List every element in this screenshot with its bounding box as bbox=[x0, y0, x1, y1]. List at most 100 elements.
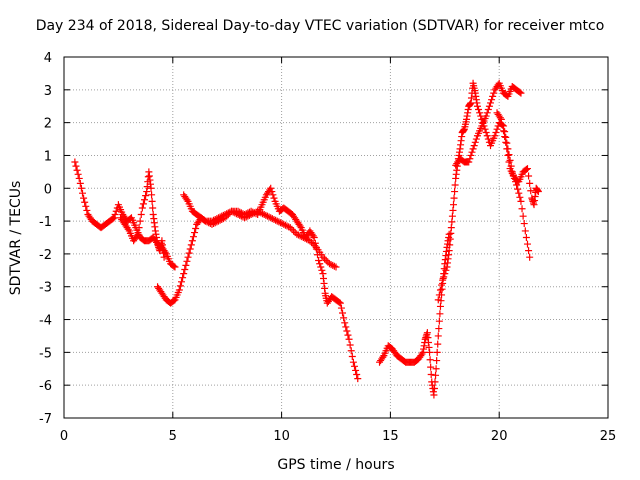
data-point bbox=[339, 309, 347, 317]
data-point bbox=[183, 257, 191, 265]
data-point bbox=[226, 208, 234, 216]
data-point bbox=[431, 378, 439, 386]
data-point bbox=[244, 209, 252, 217]
data-point bbox=[332, 263, 340, 271]
data-point bbox=[470, 142, 478, 150]
data-point bbox=[183, 196, 191, 204]
data-point bbox=[434, 332, 442, 340]
data-point bbox=[432, 371, 440, 379]
data-point bbox=[525, 247, 533, 255]
data-point bbox=[347, 347, 355, 355]
data-point bbox=[71, 158, 79, 166]
data-point bbox=[286, 224, 294, 232]
data-point bbox=[476, 109, 484, 117]
data-point bbox=[147, 184, 155, 192]
data-point bbox=[482, 128, 490, 136]
data-point bbox=[484, 106, 492, 114]
data-point bbox=[308, 238, 316, 246]
data-point bbox=[501, 133, 509, 141]
x-tick-label: 15 bbox=[382, 429, 399, 444]
data-point bbox=[176, 282, 184, 290]
data-point bbox=[432, 365, 440, 373]
plot-frame bbox=[63, 56, 609, 419]
data-point bbox=[329, 261, 337, 269]
data-point bbox=[526, 179, 534, 187]
data-point bbox=[427, 371, 435, 379]
data-point bbox=[525, 172, 533, 180]
data-point bbox=[435, 325, 443, 333]
data-point bbox=[426, 356, 434, 364]
data-point bbox=[191, 229, 199, 237]
data-point bbox=[348, 352, 356, 360]
data-point bbox=[139, 200, 147, 208]
series-segment-h bbox=[493, 109, 542, 209]
data-point bbox=[223, 210, 231, 218]
data-point bbox=[490, 89, 498, 97]
data-point bbox=[516, 193, 524, 201]
data-point bbox=[426, 348, 434, 356]
data-point bbox=[435, 317, 443, 325]
data-point bbox=[270, 215, 278, 223]
data-point bbox=[519, 212, 527, 220]
data-point bbox=[468, 148, 476, 156]
data-point bbox=[189, 233, 197, 241]
x-tick-label: 0 bbox=[60, 429, 68, 444]
data-point bbox=[473, 102, 481, 110]
data-point bbox=[236, 208, 244, 216]
data-point bbox=[280, 220, 288, 228]
data-point bbox=[430, 384, 438, 392]
data-point bbox=[277, 219, 285, 227]
data-point bbox=[438, 281, 446, 289]
data-point bbox=[342, 323, 350, 331]
x-tick-label: 20 bbox=[491, 429, 508, 444]
y-tick-label: -3 bbox=[39, 281, 52, 296]
data-point bbox=[267, 184, 275, 192]
data-point bbox=[336, 299, 344, 307]
data-point bbox=[283, 222, 291, 230]
data-point bbox=[180, 270, 188, 278]
chart-title: Day 234 of 2018, Sidereal Day-to-day VTE… bbox=[35, 18, 605, 34]
data-points bbox=[71, 79, 542, 399]
data-point bbox=[516, 88, 524, 96]
data-point bbox=[72, 162, 80, 170]
data-point bbox=[310, 234, 318, 241]
data-point bbox=[335, 298, 343, 306]
data-point bbox=[482, 112, 490, 120]
data-point bbox=[430, 391, 438, 399]
data-point bbox=[450, 194, 458, 202]
data-point bbox=[136, 217, 144, 225]
data-point bbox=[514, 185, 522, 193]
series-segment-e bbox=[376, 230, 453, 399]
data-point bbox=[219, 211, 227, 219]
data-point bbox=[483, 109, 491, 117]
data-point bbox=[489, 92, 497, 100]
data-point bbox=[171, 263, 179, 271]
data-point bbox=[110, 214, 118, 222]
data-point bbox=[520, 220, 528, 228]
data-point bbox=[259, 210, 267, 218]
y-tick-label: 1 bbox=[44, 149, 52, 164]
data-point bbox=[503, 145, 511, 153]
series-segment-g bbox=[452, 79, 525, 169]
data-point bbox=[142, 192, 150, 200]
data-point bbox=[434, 296, 442, 304]
data-point bbox=[345, 335, 353, 343]
data-point bbox=[466, 155, 474, 163]
series-segment-b bbox=[117, 168, 168, 261]
data-point bbox=[497, 115, 505, 123]
data-point bbox=[218, 212, 226, 220]
data-point bbox=[442, 266, 450, 274]
data-point bbox=[214, 214, 222, 222]
data-point bbox=[517, 89, 525, 97]
data-point bbox=[433, 348, 441, 356]
y-tick-label: 4 bbox=[44, 51, 52, 66]
data-point bbox=[296, 232, 304, 240]
data-point bbox=[491, 132, 499, 140]
y-axis-label: SDTVAR / TECUs bbox=[8, 180, 24, 296]
data-point bbox=[187, 241, 195, 249]
data-point bbox=[75, 174, 83, 182]
data-point bbox=[440, 273, 448, 281]
series-segment-f bbox=[434, 79, 534, 304]
